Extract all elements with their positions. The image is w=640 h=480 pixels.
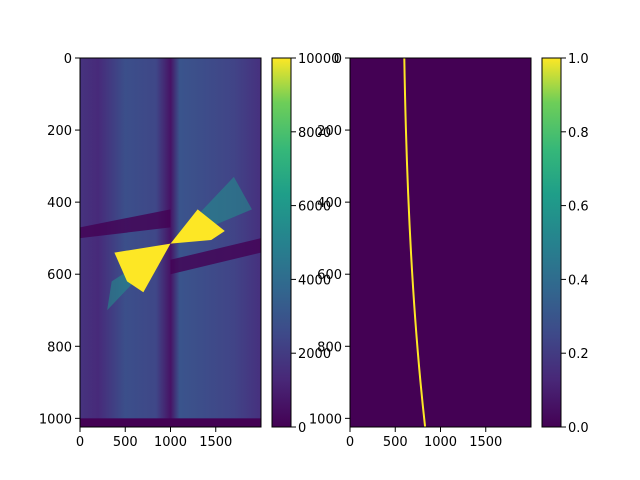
y-tick-label: 400 [47,196,72,211]
x-tick-label: 1500 [199,435,232,450]
image-feature [403,57,427,428]
image-feature [80,209,171,239]
image-bottom-strip [80,418,261,427]
image-feature [170,238,261,275]
x-tick-label: 1500 [469,435,502,450]
colorbar [541,57,562,428]
colorbar-tick-label: 10000 [298,52,339,67]
colorbar-tick-label: 0 [298,421,306,436]
y-tick-label: 200 [47,124,72,139]
x-tick-label: 1000 [424,435,457,450]
colorbar-tick-label: 0.0 [568,421,589,436]
colorbar-tick-label: 0.6 [568,200,589,215]
y-tick-label: 400 [317,196,342,211]
colorbar-tick-label: 1.0 [568,52,589,67]
image-feature [107,176,252,311]
colorbar-tick-label: 6000 [298,200,331,215]
y-tick-label: 1000 [39,412,72,427]
y-tick-label: 800 [317,340,342,355]
y-tick-label: 800 [47,340,72,355]
colorbar [271,57,292,428]
colorbar-tick-label: 0.4 [568,273,589,288]
colorbar-tick-label: 2000 [298,347,331,362]
y-tick-label: 600 [317,268,342,283]
image-background [350,58,531,427]
x-tick-label: 0 [346,435,354,450]
colorbar-tick-label: 0.2 [568,347,589,362]
y-tick-label: 600 [47,268,72,283]
colorbar-tick-label: 4000 [298,273,331,288]
image-feature [114,243,171,293]
x-tick-label: 500 [383,435,408,450]
x-tick-label: 0 [76,435,84,450]
y-tick-label: 0 [64,52,72,67]
colorbar-tick-label: 0.8 [568,126,589,141]
y-tick-label: 0 [334,52,342,67]
y-tick-label: 200 [317,124,342,139]
x-tick-label: 500 [113,435,138,450]
image-feature [170,209,225,244]
image-background [80,58,261,427]
y-tick-label: 1000 [309,412,342,427]
colorbar-tick-label: 8000 [298,126,331,141]
x-tick-label: 1000 [154,435,187,450]
